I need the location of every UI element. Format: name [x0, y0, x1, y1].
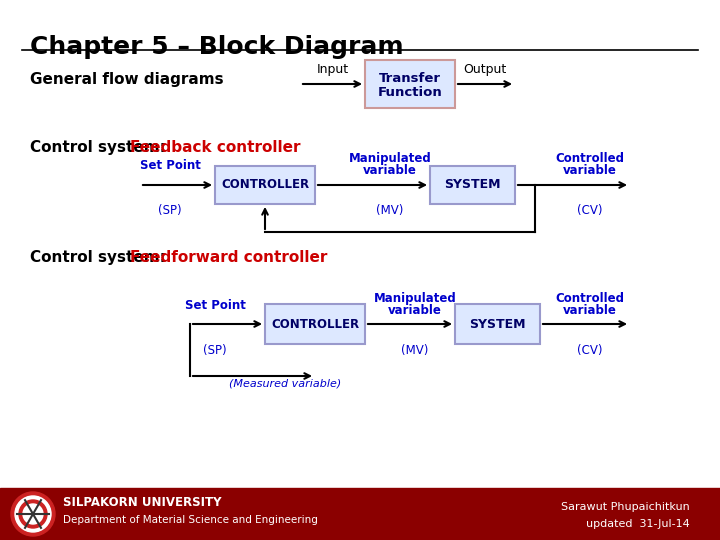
Text: Control system:: Control system: [30, 140, 171, 155]
Text: Set Point: Set Point [140, 159, 200, 172]
Text: Controlled: Controlled [556, 152, 624, 165]
Text: (MV): (MV) [377, 204, 404, 217]
Circle shape [23, 504, 43, 524]
Text: updated  31-Jul-14: updated 31-Jul-14 [586, 519, 690, 529]
Text: CONTROLLER: CONTROLLER [221, 179, 309, 192]
Text: variable: variable [563, 164, 617, 177]
Text: Output: Output [464, 63, 507, 76]
Text: SILPAKORN UNIVERSITY: SILPAKORN UNIVERSITY [63, 496, 222, 509]
FancyBboxPatch shape [430, 166, 515, 204]
Text: Function: Function [377, 86, 442, 99]
Bar [0, 488, 720, 540]
Text: Feedback controller: Feedback controller [130, 140, 300, 155]
Text: (MV): (MV) [401, 344, 428, 357]
FancyBboxPatch shape [455, 304, 540, 344]
Text: (CV): (CV) [577, 204, 603, 217]
Text: (SP): (SP) [158, 204, 182, 217]
Text: Set Point: Set Point [184, 299, 246, 312]
Circle shape [11, 492, 55, 536]
Text: Feedforward controller: Feedforward controller [130, 250, 328, 265]
FancyBboxPatch shape [365, 60, 455, 108]
Text: Input: Input [317, 63, 349, 76]
Text: Sarawut Phupaichitkun: Sarawut Phupaichitkun [562, 502, 690, 512]
Text: (CV): (CV) [577, 344, 603, 357]
FancyBboxPatch shape [265, 304, 365, 344]
Text: Control system:: Control system: [30, 250, 171, 265]
Text: SYSTEM: SYSTEM [469, 318, 526, 330]
Circle shape [19, 500, 47, 528]
Text: Chapter 5 – Block Diagram: Chapter 5 – Block Diagram [30, 35, 404, 59]
Text: variable: variable [563, 304, 617, 317]
Text: General flow diagrams: General flow diagrams [30, 72, 224, 87]
Text: (Measured variable): (Measured variable) [229, 378, 341, 388]
Text: Transfer: Transfer [379, 72, 441, 85]
Text: variable: variable [363, 164, 417, 177]
Text: SYSTEM: SYSTEM [444, 179, 500, 192]
FancyBboxPatch shape [215, 166, 315, 204]
Text: (SP): (SP) [203, 344, 227, 357]
Text: Manipulated: Manipulated [348, 152, 431, 165]
Text: Department of Material Science and Engineering: Department of Material Science and Engin… [63, 515, 318, 525]
Text: Controlled: Controlled [556, 292, 624, 305]
Text: variable: variable [388, 304, 442, 317]
Circle shape [15, 496, 51, 532]
Text: Manipulated: Manipulated [374, 292, 456, 305]
Text: CONTROLLER: CONTROLLER [271, 318, 359, 330]
